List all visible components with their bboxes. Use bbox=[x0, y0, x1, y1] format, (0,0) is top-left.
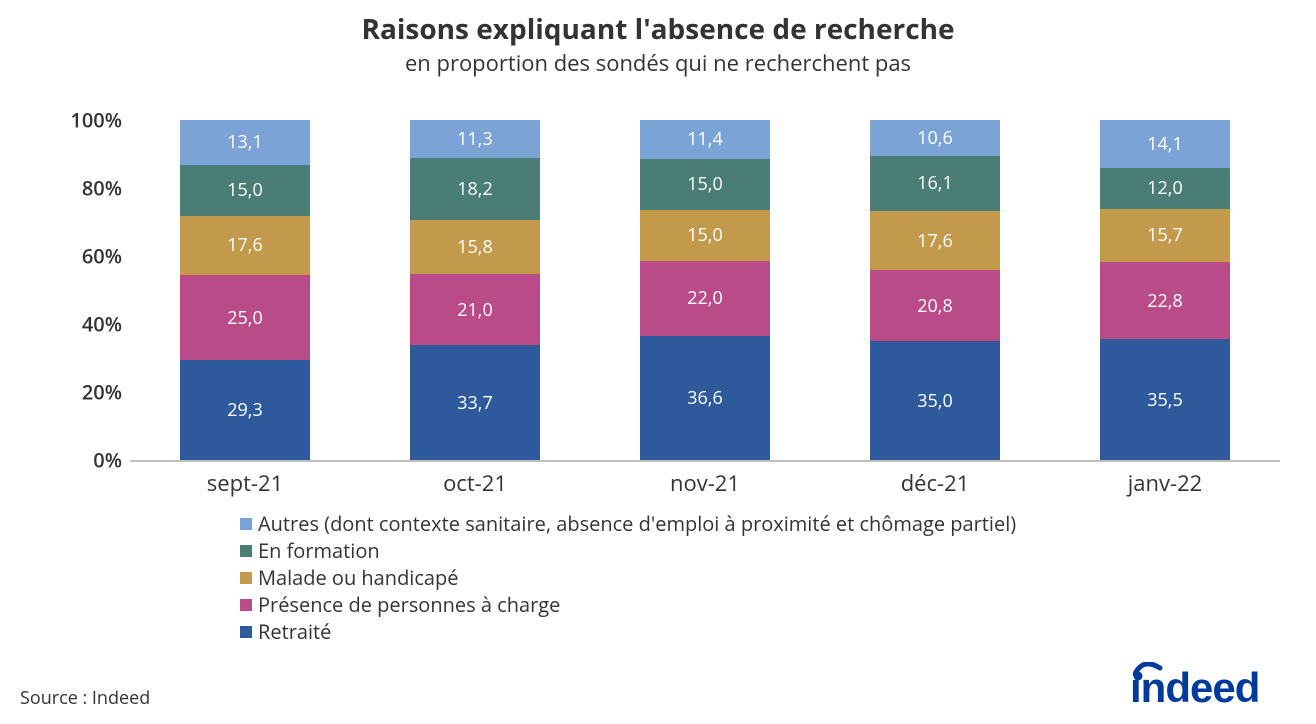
bar-segment-autres: 10,6 bbox=[870, 120, 1000, 156]
y-tick: 20% bbox=[82, 379, 122, 406]
bar-column: 29,325,017,615,013,1 bbox=[180, 120, 310, 460]
x-tick-label: janv-22 bbox=[1100, 468, 1230, 498]
bars-container: 29,325,017,615,013,133,721,015,818,211,3… bbox=[130, 120, 1280, 462]
legend-item: Retraité bbox=[240, 618, 1016, 645]
bar-segment-retraite: 35,5 bbox=[1100, 339, 1230, 460]
bar-segment-formation: 18,2 bbox=[410, 158, 540, 220]
plot-area: 29,325,017,615,013,133,721,015,818,211,3… bbox=[130, 120, 1280, 460]
y-tick: 40% bbox=[82, 311, 122, 338]
legend-label: Malade ou handicapé bbox=[258, 564, 459, 591]
legend-label: Retraité bbox=[258, 618, 331, 645]
legend-item: Autres (dont contexte sanitaire, absence… bbox=[240, 510, 1016, 537]
source-text: Source : Indeed bbox=[20, 686, 150, 710]
legend-item: En formation bbox=[240, 537, 1016, 564]
y-tick: 100% bbox=[70, 107, 122, 134]
bar-segment-autres: 14,1 bbox=[1100, 120, 1230, 168]
bar-segment-autres: 11,4 bbox=[640, 120, 770, 159]
legend-swatch bbox=[240, 626, 252, 638]
bar-segment-autres: 13,1 bbox=[180, 120, 310, 165]
legend-swatch bbox=[240, 545, 252, 557]
chart-title: Raisons expliquant l'absence de recherch… bbox=[0, 0, 1316, 48]
bar-segment-retraite: 29,3 bbox=[180, 360, 310, 460]
legend-label: Autres (dont contexte sanitaire, absence… bbox=[258, 510, 1016, 537]
bar-column: 36,622,015,015,011,4 bbox=[640, 120, 770, 460]
bar-segment-malade: 17,6 bbox=[180, 216, 310, 276]
indeed-logo: indeed bbox=[1130, 662, 1290, 710]
bar-segment-retraite: 33,7 bbox=[410, 345, 540, 460]
x-tick-label: oct-21 bbox=[410, 468, 540, 498]
bar-segment-retraite: 36,6 bbox=[640, 336, 770, 460]
bar-segment-charge: 21,0 bbox=[410, 274, 540, 345]
svg-text:indeed: indeed bbox=[1130, 664, 1259, 710]
legend: Autres (dont contexte sanitaire, absence… bbox=[240, 510, 1016, 645]
y-tick: 60% bbox=[82, 243, 122, 270]
bar-segment-malade: 15,8 bbox=[410, 220, 540, 274]
y-axis: 0%20%40%60%80%100% bbox=[0, 120, 130, 460]
bar-segment-autres: 11,3 bbox=[410, 120, 540, 158]
bar-segment-charge: 22,8 bbox=[1100, 262, 1230, 339]
y-tick: 80% bbox=[82, 175, 122, 202]
y-tick: 0% bbox=[93, 447, 122, 474]
chart-subtitle: en proportion des sondés qui ne recherch… bbox=[0, 48, 1316, 78]
legend-label: Présence de personnes à charge bbox=[258, 591, 560, 618]
bar-segment-malade: 17,6 bbox=[870, 211, 1000, 271]
bar-column: 35,020,817,616,110,6 bbox=[870, 120, 1000, 460]
x-tick-label: nov-21 bbox=[640, 468, 770, 498]
legend-item: Présence de personnes à charge bbox=[240, 591, 1016, 618]
x-tick-label: déc-21 bbox=[870, 468, 1000, 498]
bar-segment-malade: 15,0 bbox=[640, 210, 770, 261]
bar-segment-formation: 12,0 bbox=[1100, 168, 1230, 209]
bar-column: 35,522,815,712,014,1 bbox=[1100, 120, 1230, 460]
bar-segment-formation: 15,0 bbox=[180, 165, 310, 216]
legend-swatch bbox=[240, 518, 252, 530]
x-tick-label: sept-21 bbox=[180, 468, 310, 498]
bar-segment-charge: 25,0 bbox=[180, 275, 310, 360]
bar-segment-charge: 22,0 bbox=[640, 261, 770, 336]
bar-segment-formation: 16,1 bbox=[870, 156, 1000, 211]
bar-column: 33,721,015,818,211,3 bbox=[410, 120, 540, 460]
legend-item: Malade ou handicapé bbox=[240, 564, 1016, 591]
bar-segment-retraite: 35,0 bbox=[870, 341, 1000, 460]
legend-label: En formation bbox=[258, 537, 380, 564]
bar-segment-malade: 15,7 bbox=[1100, 209, 1230, 262]
bar-segment-formation: 15,0 bbox=[640, 159, 770, 210]
bar-segment-charge: 20,8 bbox=[870, 270, 1000, 341]
chart-container: Raisons expliquant l'absence de recherch… bbox=[0, 0, 1316, 724]
legend-swatch bbox=[240, 599, 252, 611]
x-axis-labels: sept-21 oct-21 nov-21 déc-21 janv-22 bbox=[130, 468, 1280, 498]
legend-swatch bbox=[240, 572, 252, 584]
